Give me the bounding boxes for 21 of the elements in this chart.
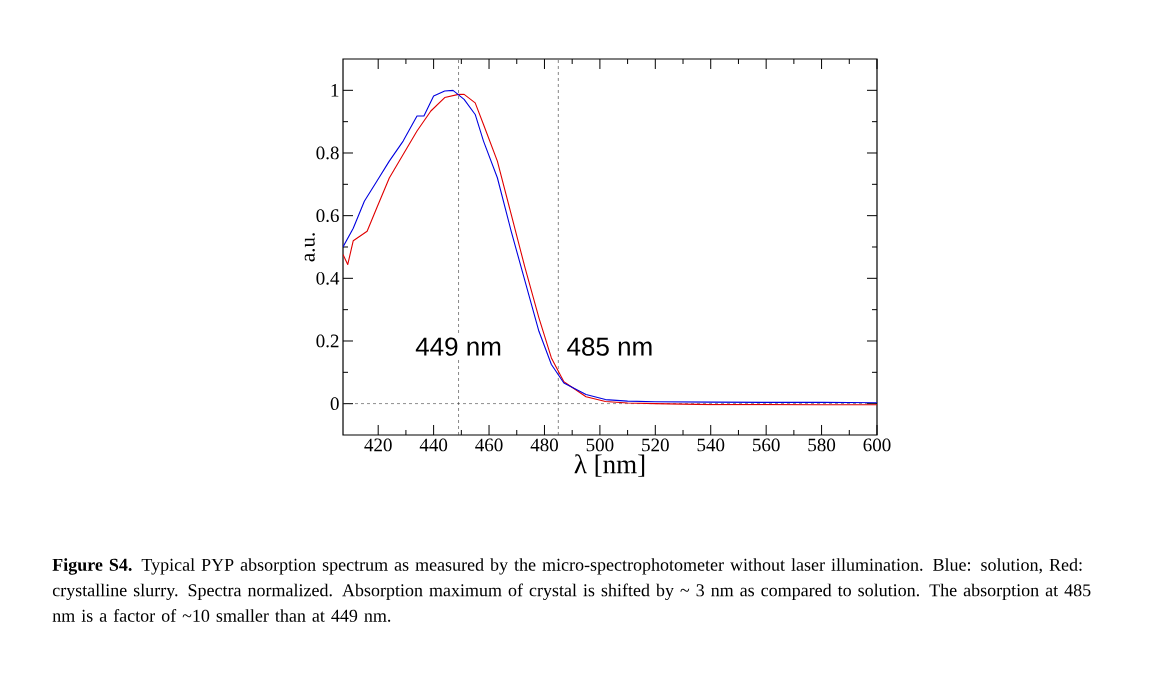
x-tick-label: 540 bbox=[697, 438, 725, 452]
x-tick-label: 500 bbox=[586, 438, 614, 452]
y-axis-title: a.u. bbox=[304, 233, 315, 262]
x-tick-label: 560 bbox=[753, 438, 780, 452]
y-tick-label: 0 bbox=[330, 397, 339, 411]
x-tick-label: 520 bbox=[642, 438, 669, 452]
x-tick-label: 480 bbox=[530, 438, 558, 452]
ref-line-label: 485 nm bbox=[567, 337, 652, 356]
y-tick-label: 0.8 bbox=[316, 146, 339, 160]
x-tick-label: 600 bbox=[863, 438, 891, 452]
y-tick-label: 0.6 bbox=[316, 209, 339, 223]
x-axis-title: λ [nm] bbox=[574, 454, 645, 477]
ref-line-label: 449 nm bbox=[415, 337, 501, 356]
y-tick-label: 1 bbox=[331, 84, 339, 97]
x-tick-label: 420 bbox=[364, 438, 392, 452]
x-tick-label: 580 bbox=[808, 438, 836, 452]
x-tick-label: 460 bbox=[475, 438, 503, 452]
y-tick-label: 0.4 bbox=[316, 271, 340, 285]
y-tick-label: 0.2 bbox=[316, 334, 339, 348]
text: Figure S4. Typical PYP absorption spectrum as measured by the micro-spectrophotometer without laser illumination. Blue: solution, Red: crystalline slurry. Spectra normalized. Absorption maximum of crystal is shifted by ~ 3 nm as compared to solution. The absorption at 485 nm is a factor of ~10 smaller than at 449 nm. bbox=[52, 558, 1091, 622]
x-tick-label: 440 bbox=[419, 438, 448, 452]
